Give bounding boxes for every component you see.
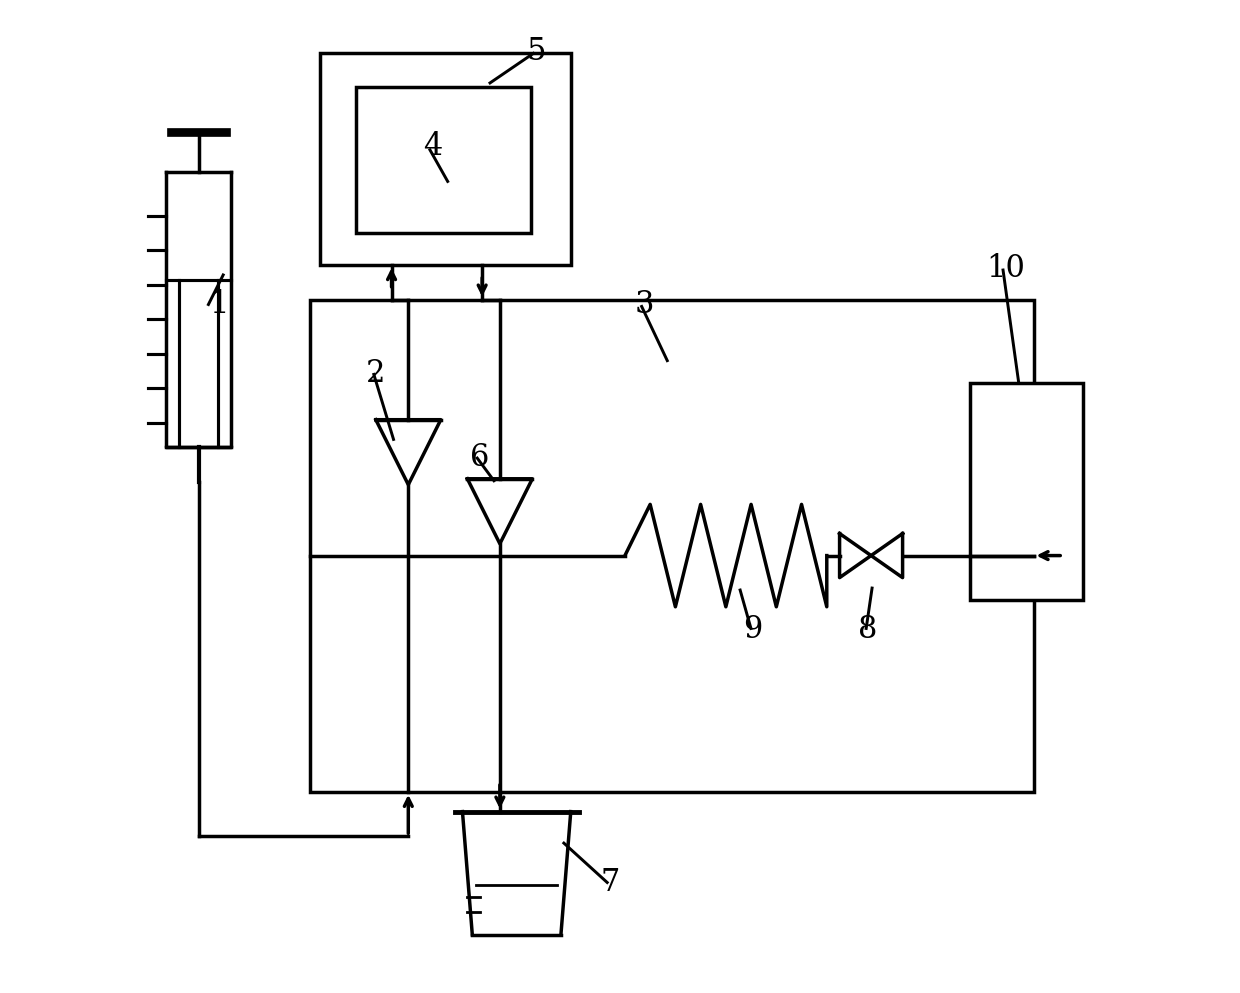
Text: 7: 7: [600, 867, 620, 898]
Text: 8: 8: [858, 614, 878, 644]
Bar: [310, 300, 1034, 791]
Bar: [356, 86, 532, 232]
Text: 9: 9: [743, 614, 763, 644]
Text: 6: 6: [470, 442, 489, 473]
Text: 3: 3: [635, 289, 655, 320]
Text: 4: 4: [423, 131, 443, 163]
Text: 2: 2: [366, 357, 386, 389]
Text: 5: 5: [527, 36, 546, 67]
Text: 10: 10: [987, 252, 1025, 284]
Bar: [320, 54, 570, 265]
Text: 1: 1: [210, 289, 229, 320]
Bar: [970, 383, 1083, 600]
